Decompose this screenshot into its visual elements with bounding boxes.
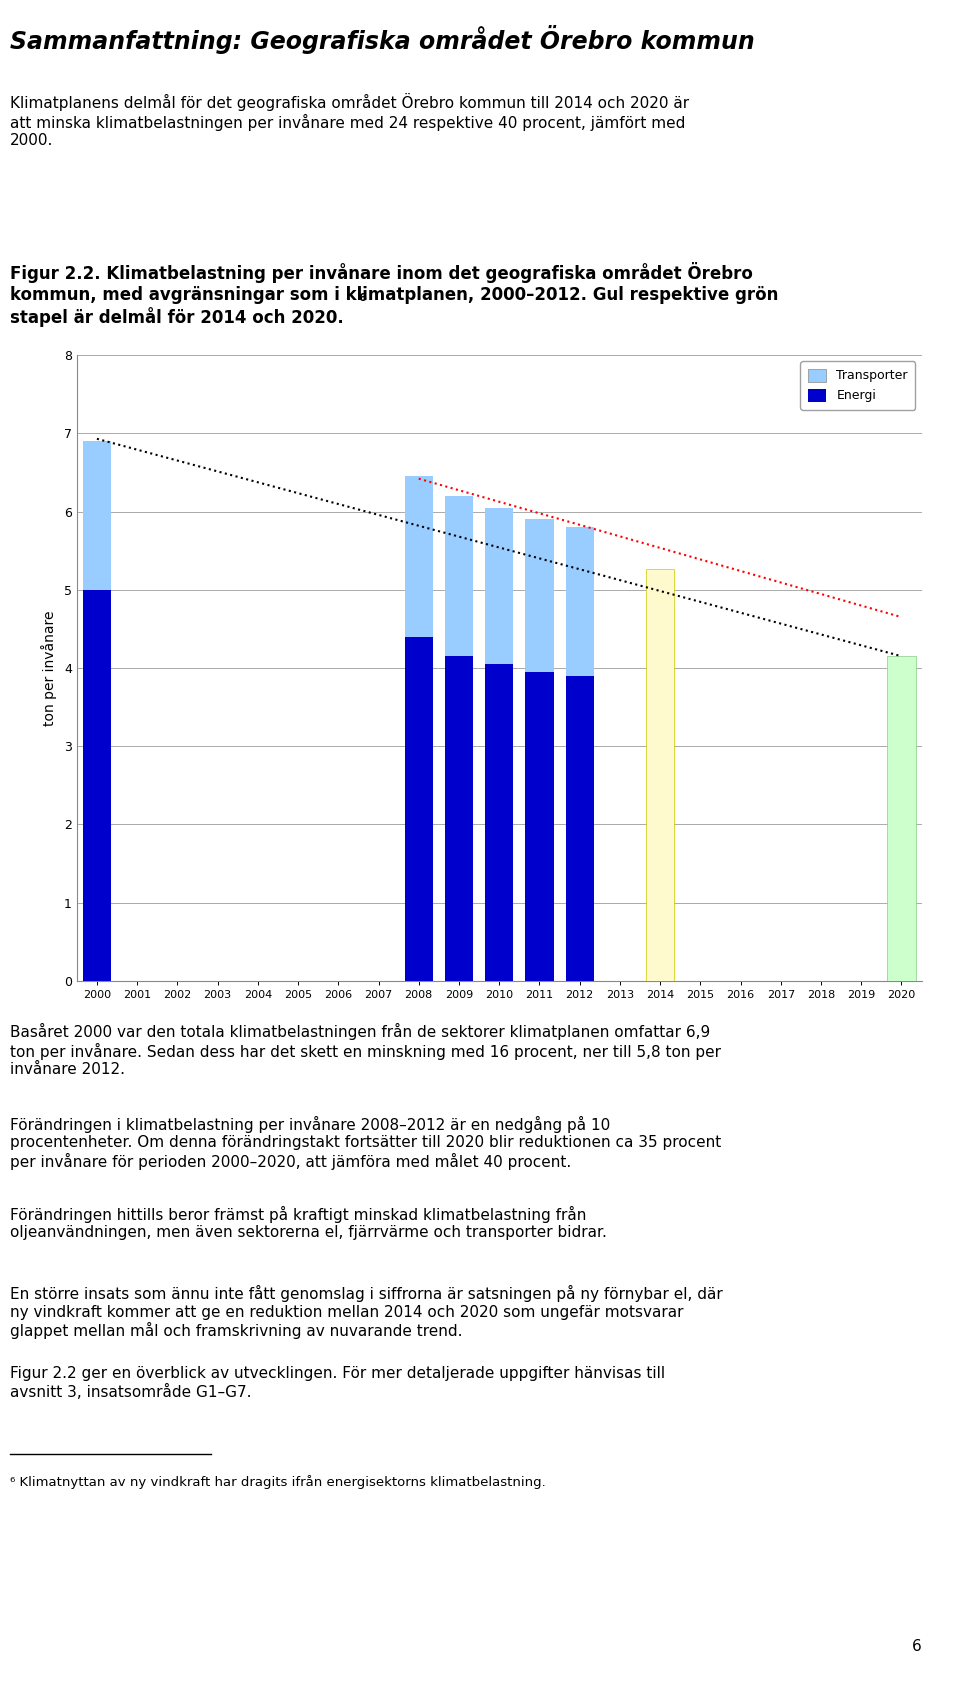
Text: Basåret 2000 var den totala klimatbelastningen från de sektorer klimatplanen omf: Basåret 2000 var den totala klimatbelast… [10, 1023, 721, 1077]
Bar [485, 665, 514, 981]
Bar [83, 441, 111, 590]
Bar [565, 676, 593, 981]
Bar [405, 477, 433, 636]
Bar [444, 656, 473, 981]
Bar [565, 528, 593, 676]
Bar [525, 519, 554, 671]
Bar [444, 495, 473, 656]
Y-axis label: ton per invånare: ton per invånare [41, 610, 57, 725]
Text: En större insats som ännu inte fått genomslag i siffrorna är satsningen på ny fö: En större insats som ännu inte fått geno… [10, 1285, 722, 1339]
Text: ⁶ Klimatnyttan av ny vindkraft har dragits ifrån energisektorns klimatbelastning: ⁶ Klimatnyttan av ny vindkraft har dragi… [10, 1475, 545, 1488]
Text: Förändringen hittills beror främst på kraftigt minskad klimatbelastning från
olj: Förändringen hittills beror främst på kr… [10, 1206, 607, 1240]
Bar [83, 590, 111, 981]
Bar [646, 570, 674, 981]
Bar [887, 656, 916, 981]
Text: Förändringen i klimatbelastning per invånare 2008–2012 är en nedgång på 10
proce: Förändringen i klimatbelastning per invå… [10, 1116, 721, 1170]
Text: Figur 2.2 ger en överblick av utvecklingen. För mer detaljerade uppgifter hänvis: Figur 2.2 ger en överblick av utveckling… [10, 1366, 664, 1400]
Bar [485, 507, 514, 665]
Text: Sammanfattning: Geografiska området Örebro kommun: Sammanfattning: Geografiska området Öreb… [10, 25, 755, 54]
Bar [405, 636, 433, 981]
Text: Klimatplanens delmål för det geografiska området Örebro kommun till 2014 och 202: Klimatplanens delmål för det geografiska… [10, 93, 688, 149]
Legend: Transporter, Energi: Transporter, Energi [800, 362, 915, 409]
Text: Figur 2.2. Klimatbelastning per invånare inom det geografiska området Örebro
kom: Figur 2.2. Klimatbelastning per invånare… [10, 262, 778, 326]
Text: 6: 6 [358, 294, 366, 303]
Text: 6: 6 [912, 1639, 922, 1654]
Bar [525, 671, 554, 981]
